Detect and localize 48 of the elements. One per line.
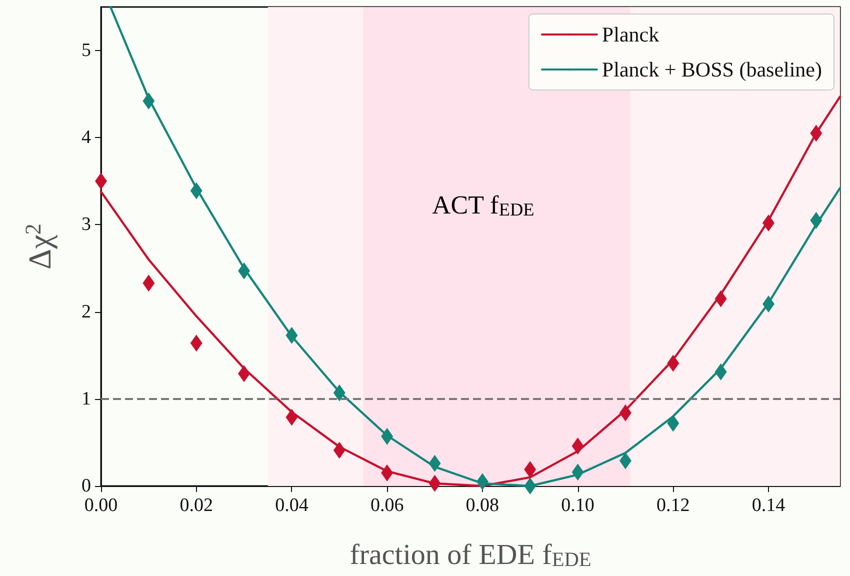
point: [190, 334, 202, 352]
point: [286, 408, 298, 426]
x-tick-label: 0.08: [466, 495, 500, 516]
point: [476, 473, 488, 490]
y-tick-label: 2: [82, 301, 91, 322]
x-tick-label: 0.10: [561, 495, 594, 516]
point: [572, 437, 584, 454]
point: [333, 384, 346, 402]
x-tick-label: 0.14: [752, 495, 786, 516]
annotation: ACT fEDE: [432, 190, 534, 220]
point: [238, 262, 250, 280]
point: [333, 442, 346, 459]
point: [714, 363, 727, 380]
point: [762, 214, 774, 232]
y-tick-label: 4: [82, 127, 92, 148]
point: [142, 274, 155, 292]
y-tick-label: 0: [82, 476, 91, 496]
x-tick-label: 0.12: [656, 495, 690, 516]
y-axis-title: Δχ2: [20, 224, 58, 270]
point: [524, 478, 536, 494]
x-tick-label: 0.00: [84, 495, 118, 516]
point: [428, 454, 441, 472]
point: [714, 290, 727, 308]
point: [619, 452, 632, 470]
point: [810, 212, 822, 229]
x-tick-label: 0.06: [370, 495, 404, 516]
point: [428, 474, 441, 492]
point: [667, 414, 680, 432]
y-tick-label: 3: [82, 214, 91, 236]
y-tick-label: 1: [82, 388, 91, 410]
point: [142, 92, 155, 110]
x-tick-label: 0.04: [275, 495, 309, 516]
point: [381, 464, 394, 482]
point: [572, 464, 584, 481]
point: [286, 326, 298, 344]
legend-label: Planck: [602, 22, 660, 46]
x-axis-title: fraction of EDE fEDE: [350, 539, 592, 572]
point: [381, 428, 394, 445]
point: [762, 295, 774, 312]
point: [190, 182, 202, 200]
legend-label: Planck + BOSS (baseline): [602, 58, 822, 82]
point: [619, 404, 632, 422]
y-tick-label: 5: [82, 40, 91, 62]
point: [667, 354, 680, 372]
point: [810, 124, 822, 142]
point: [238, 365, 250, 382]
point: [524, 460, 536, 478]
x-tick-label: 0.02: [180, 495, 213, 516]
